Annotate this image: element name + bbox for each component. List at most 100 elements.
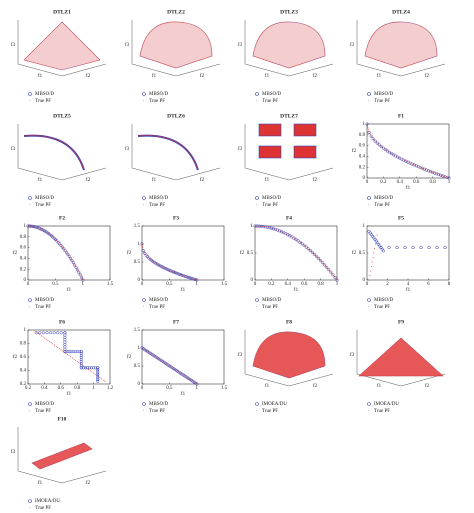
plot-frame — [141, 329, 225, 385]
solution-point — [180, 273, 184, 277]
x-tick-label: 0.6 — [413, 180, 420, 185]
solution-point — [181, 274, 185, 278]
legend-label: True PF — [149, 305, 165, 310]
panel-title: F8 — [286, 319, 292, 325]
front-patch — [258, 123, 282, 137]
panel-title: F9 — [398, 319, 404, 325]
panel-title: DTLZ6 — [167, 113, 185, 119]
solution-point — [75, 350, 79, 354]
x-tick-label: 0.5 — [166, 282, 173, 287]
solution-point — [96, 366, 100, 370]
legend-marker: · — [256, 305, 258, 310]
solution-point — [310, 250, 314, 255]
legend-label: True PF — [35, 99, 51, 104]
y-tick-label: 0.6 — [20, 355, 27, 360]
axis-label: f1 — [265, 74, 270, 79]
solution-point — [49, 331, 53, 335]
x-tick-label: 0.8 — [429, 180, 436, 185]
solution-point — [443, 246, 447, 250]
y-tick-label: 1 — [24, 224, 27, 229]
front-mesh — [31, 442, 93, 470]
solution-point — [325, 265, 329, 269]
x-tick-label: 1 — [336, 282, 339, 287]
true-pf-point — [369, 275, 371, 276]
axis-label: f1 — [38, 74, 43, 79]
solution-point — [379, 246, 383, 250]
solution-point — [85, 366, 89, 370]
solution-point — [96, 373, 100, 377]
plot-frame — [141, 225, 225, 281]
y-axis-label: f2 — [127, 251, 132, 256]
solution-point — [395, 246, 399, 250]
solution-point — [78, 273, 82, 277]
solution-point — [79, 350, 83, 354]
legend-marker — [367, 92, 371, 96]
legend-marker — [142, 298, 146, 302]
panel-title: F5 — [398, 215, 404, 221]
solution-point — [45, 331, 49, 335]
solution-point — [96, 371, 100, 375]
front-surface — [252, 331, 326, 379]
legend-marker — [142, 402, 146, 406]
solution-point — [191, 277, 195, 281]
y-tick-label: 0.8 — [359, 133, 366, 138]
legend-label: MBSO/D — [149, 196, 169, 201]
solution-point — [317, 256, 321, 260]
solution-point — [79, 360, 83, 364]
y-tick-label: 0.6 — [359, 144, 366, 149]
solution-point — [319, 259, 323, 263]
axis-label: f3 — [11, 43, 16, 48]
solution-point — [96, 378, 100, 382]
solution-point — [92, 366, 96, 370]
legend-label: MBSO/D — [262, 298, 282, 303]
panel-title: DTLZ5 — [53, 113, 71, 119]
x-tick-label: 1 — [92, 386, 95, 391]
x-tick-label: 1.2 — [107, 386, 114, 391]
solution-point — [373, 139, 377, 143]
plot-frame — [366, 123, 450, 179]
x-tick-label: 0.8 — [317, 282, 324, 287]
x-tick-label: 6 — [427, 282, 430, 287]
legend-label: True PF — [149, 203, 165, 208]
x-axis-label: f1 — [67, 392, 72, 397]
legend-label: True PF — [149, 99, 165, 104]
legend-label: MBSO/D — [149, 92, 169, 97]
legend-label: True PF — [35, 203, 51, 208]
x-tick-label: 1 — [448, 180, 451, 185]
legend-marker — [367, 298, 371, 302]
y-tick-label: 0.2 — [20, 382, 27, 387]
solution-point — [323, 263, 327, 267]
y-tick-label: 1 — [138, 242, 141, 247]
y-axis-label: f2 — [127, 355, 132, 360]
x-tick-label: 2 — [386, 282, 389, 287]
solution-point — [96, 376, 100, 380]
solution-point — [79, 358, 83, 362]
solution-point — [37, 226, 41, 230]
y-tick-label: 0 — [251, 278, 254, 283]
solution-point — [73, 263, 77, 267]
solution-point — [296, 239, 300, 243]
legend-label: True PF — [35, 409, 51, 414]
x-tick-label: 0.8 — [74, 386, 81, 391]
y-axis-label: f2 — [352, 149, 357, 154]
legend-marker: · — [256, 99, 258, 104]
axis-label: f3 — [125, 147, 130, 152]
legend-marker — [28, 298, 32, 302]
true-pf-line — [141, 243, 198, 281]
panel: F5 MBSO/D · True PF 0 2 4 6 8 0 0.5 1 f1 f2 — [352, 215, 451, 310]
solution-point — [443, 175, 447, 179]
y-tick-label: 0.8 — [20, 235, 27, 240]
legend-label: True PF — [374, 203, 390, 208]
x-axis-label: f1 — [67, 288, 72, 293]
x-tick-label: 1.5 — [221, 282, 228, 287]
panel-title: DTLZ1 — [53, 9, 71, 15]
legend-label: MBSO/D — [262, 196, 282, 201]
solution-point — [69, 350, 73, 354]
solution-point — [381, 249, 385, 253]
x-tick-label: 1 — [81, 282, 84, 287]
axis-label: f3 — [238, 43, 243, 48]
axis-box — [17, 20, 107, 77]
solution-point — [81, 278, 85, 282]
front-mesh — [358, 337, 444, 377]
solution-point — [379, 145, 383, 149]
